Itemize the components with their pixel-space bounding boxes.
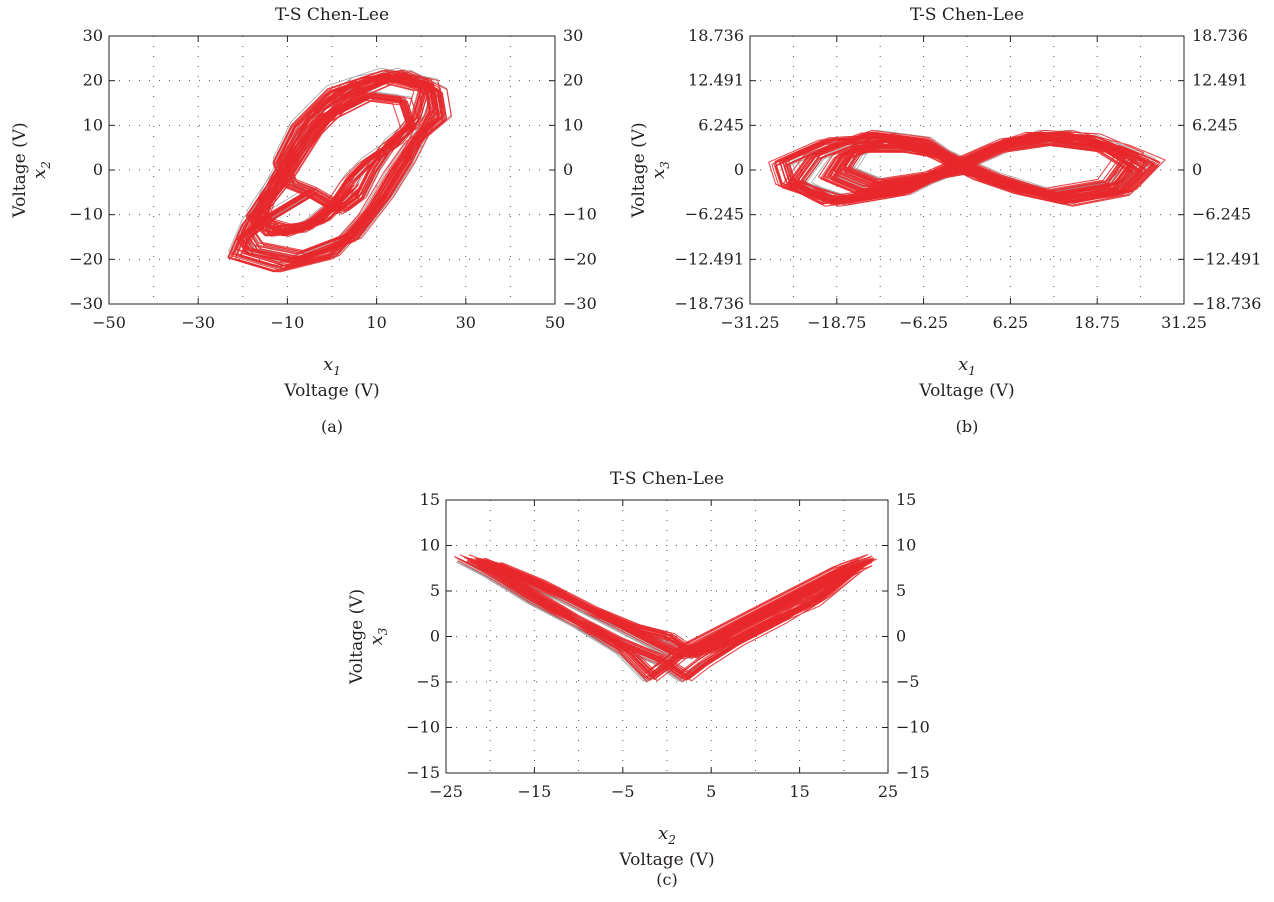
right-y-tick-label: 5 (896, 581, 906, 600)
x-tick-label: −50 (92, 313, 126, 332)
y-variable: x2 (29, 161, 53, 179)
x-tick-label: −15 (518, 782, 552, 801)
right-y-tick-label: 0 (896, 627, 906, 646)
chart-title: T-S Chen-Lee (610, 469, 724, 489)
y-variable: x3 (366, 627, 390, 645)
y-tick-label: 0 (430, 627, 440, 646)
trajectory-series-line (236, 73, 443, 268)
right-y-tick-label: −5 (896, 672, 920, 691)
right-y-tick-label: −10 (896, 718, 930, 737)
y-tick-label: −10 (69, 205, 103, 224)
x-variable: x1 (958, 354, 976, 378)
y-variable: x3 (648, 161, 672, 179)
trajectory-series-line (768, 132, 1155, 204)
right-y-tick-label: −6.245 (1192, 205, 1251, 224)
trajectory-series-line (775, 136, 1159, 207)
y-tick-label: 10 (83, 115, 103, 134)
right-y-tick-label: 10 (563, 115, 583, 134)
trajectory-series-line (779, 133, 1161, 203)
y-tick-label: 30 (83, 26, 103, 45)
panel-b: T-S Chen-Lee −31.25 −18.75 −6.25 6.25 18.75 31… (629, 5, 1261, 436)
y-tick-label: 20 (83, 71, 103, 90)
x-axis-label: Voltage (V) (283, 381, 379, 401)
right-y-tick-label: 0 (563, 160, 573, 179)
x-tick-label: 31.25 (1161, 313, 1207, 332)
x-tick-label: 30 (456, 313, 476, 332)
right-y-tick-label: 12.491 (1192, 71, 1248, 90)
y-tick-label: −6.245 (685, 205, 744, 224)
right-y-tick-label: 18.736 (1192, 26, 1248, 45)
trajectory (453, 554, 878, 683)
right-y-tick-label: −10 (563, 205, 597, 224)
x-axis-label: Voltage (V) (618, 850, 714, 870)
y-tick-label: 15 (420, 490, 440, 509)
y-tick-label: 5 (430, 581, 440, 600)
y-tick-label: −12.491 (675, 249, 744, 268)
trajectory (227, 67, 453, 273)
y-tick-label: −15 (406, 763, 440, 782)
x-variable: x1 (323, 354, 341, 378)
y-tick-label: −18.736 (675, 294, 744, 313)
right-y-tick-label: 30 (563, 26, 583, 45)
chart-title: T-S Chen-Lee (910, 5, 1024, 25)
x-tick-label: 5 (706, 782, 716, 801)
x-tick-label: −6.25 (899, 313, 948, 332)
y-axis-label: Voltage (V) (629, 122, 649, 218)
right-y-tick-label: 20 (563, 71, 583, 90)
x-tick-label: 18.75 (1074, 313, 1120, 332)
y-tick-label: 10 (420, 536, 440, 555)
right-y-tick-label: 6.245 (1192, 115, 1238, 134)
x-variable: x2 (658, 823, 676, 847)
y-tick-label: 12.491 (688, 71, 744, 90)
y-tick-label: −10 (406, 718, 440, 737)
x-tick-label: −25 (429, 782, 463, 801)
x-tick-label: −30 (181, 313, 215, 332)
y-tick-label: −5 (416, 672, 440, 691)
trajectory-series-line (469, 558, 874, 677)
right-y-tick-label: 10 (896, 536, 916, 555)
x-tick-label: −18.75 (807, 313, 866, 332)
right-y-tick-label: −15 (896, 763, 930, 782)
y-axis-label: Voltage (V) (347, 589, 367, 685)
chart-title: T-S Chen-Lee (275, 5, 389, 25)
y-tick-label: 18.736 (688, 26, 744, 45)
y-tick-label: −20 (69, 249, 103, 268)
trajectory (768, 129, 1166, 207)
x-tick-label: −31.25 (720, 313, 779, 332)
y-tick-label: 0 (734, 160, 744, 179)
x-axis-label: Voltage (V) (918, 381, 1014, 401)
x-tick-label: 50 (545, 313, 565, 332)
y-tick-label: 6.245 (698, 115, 744, 134)
x-tick-label: 6.25 (993, 313, 1029, 332)
trajectory-series-line (231, 72, 444, 273)
right-y-tick-label: −18.736 (1192, 294, 1261, 313)
right-y-tick-label: −12.491 (1192, 249, 1261, 268)
x-tick-label: 15 (789, 782, 809, 801)
right-y-tick-label: −20 (563, 249, 597, 268)
y-axis-label: Voltage (V) (10, 122, 30, 218)
trajectory-series-line (474, 557, 866, 673)
y-tick-label: 0 (93, 160, 103, 179)
right-y-tick-label: 0 (1192, 160, 1202, 179)
panel-label: (c) (656, 870, 677, 889)
trajectory-series-line (241, 75, 439, 261)
x-tick-label: −5 (611, 782, 635, 801)
right-y-tick-label: 15 (896, 490, 916, 509)
x-tick-label: −10 (271, 313, 305, 332)
x-tick-label: 25 (878, 782, 898, 801)
right-y-tick-label: −30 (563, 294, 597, 313)
panel-label: (a) (321, 417, 343, 436)
x-tick-label: 10 (366, 313, 386, 332)
y-tick-label: −30 (69, 294, 103, 313)
panel-label: (b) (956, 417, 979, 436)
